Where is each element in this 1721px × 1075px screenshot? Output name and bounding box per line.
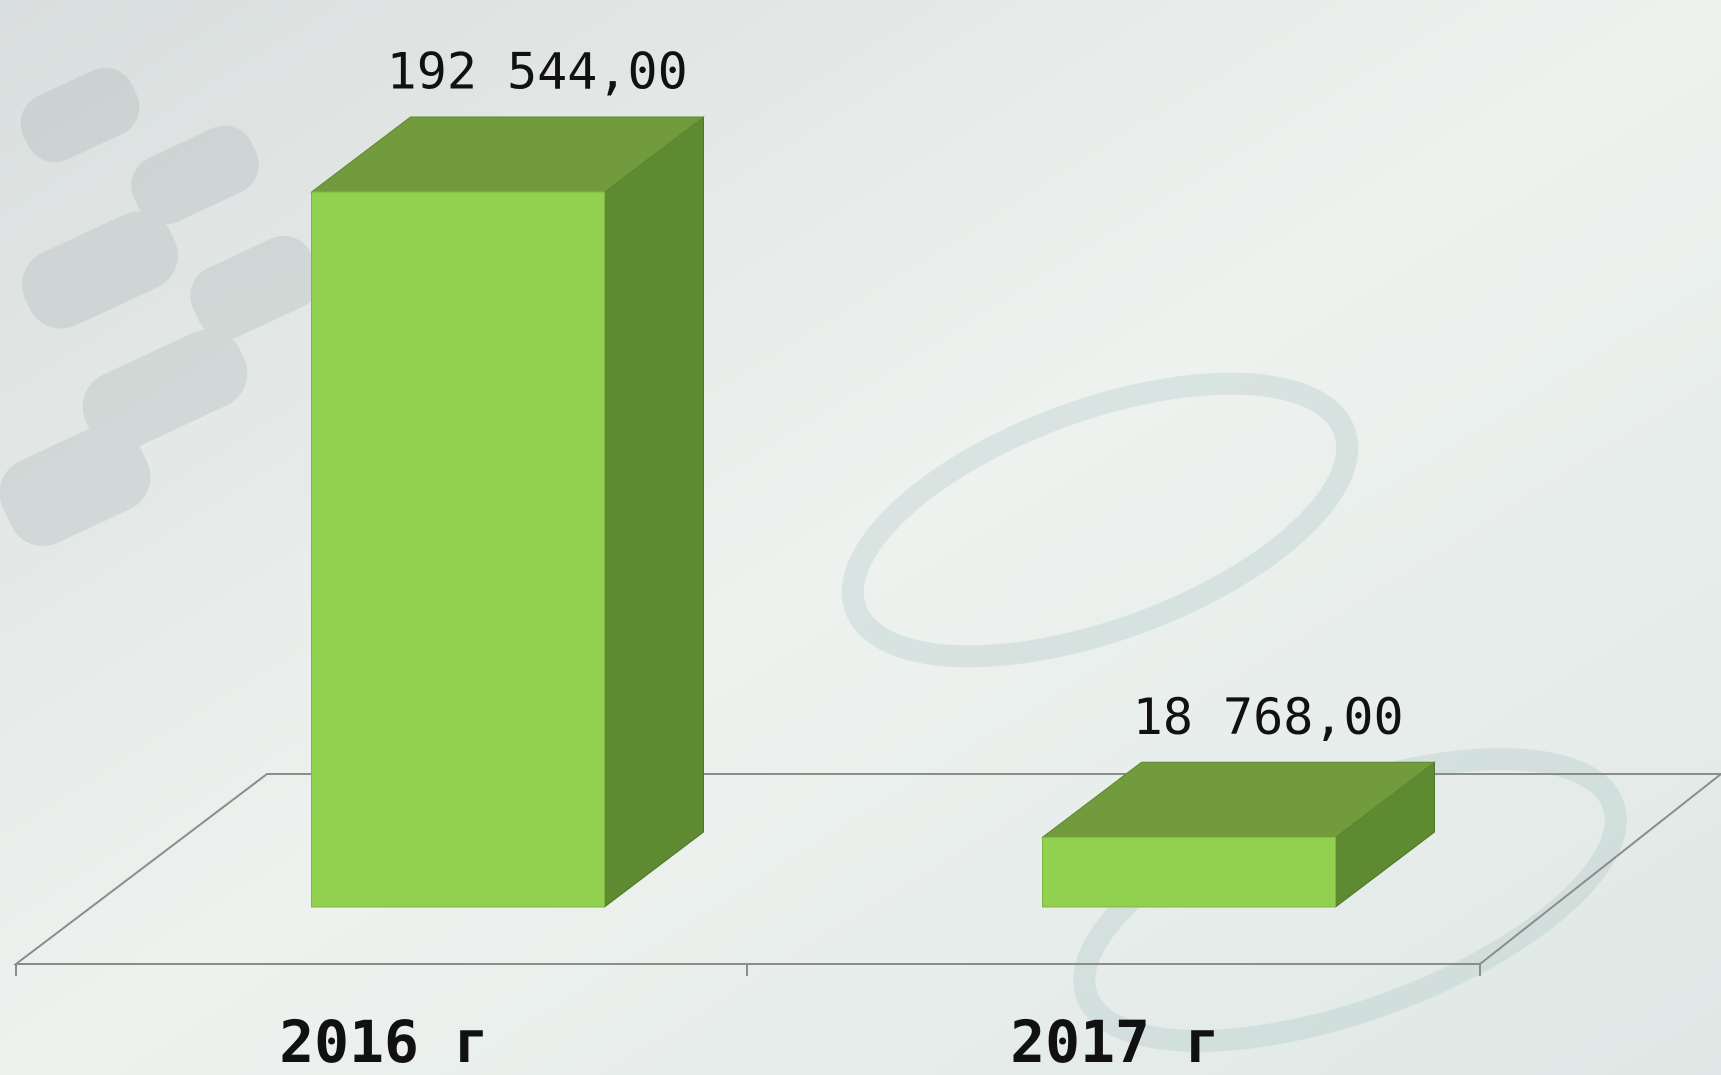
value-label: 18 768,00: [1133, 688, 1404, 746]
page: 192 544,002016 г18 768,002017 г (() => {…: [0, 0, 1721, 1075]
bar-side: [605, 117, 704, 907]
chart: 192 544,00 2016 г 18 768,00 2017 г: [0, 0, 1721, 1075]
value-label: 192 544,00: [387, 43, 688, 101]
bar: [312, 192, 605, 907]
x-tick-label: 2016 г: [279, 1008, 489, 1075]
bar: [1043, 837, 1336, 907]
x-tick-label: 2017 г: [1010, 1008, 1220, 1075]
